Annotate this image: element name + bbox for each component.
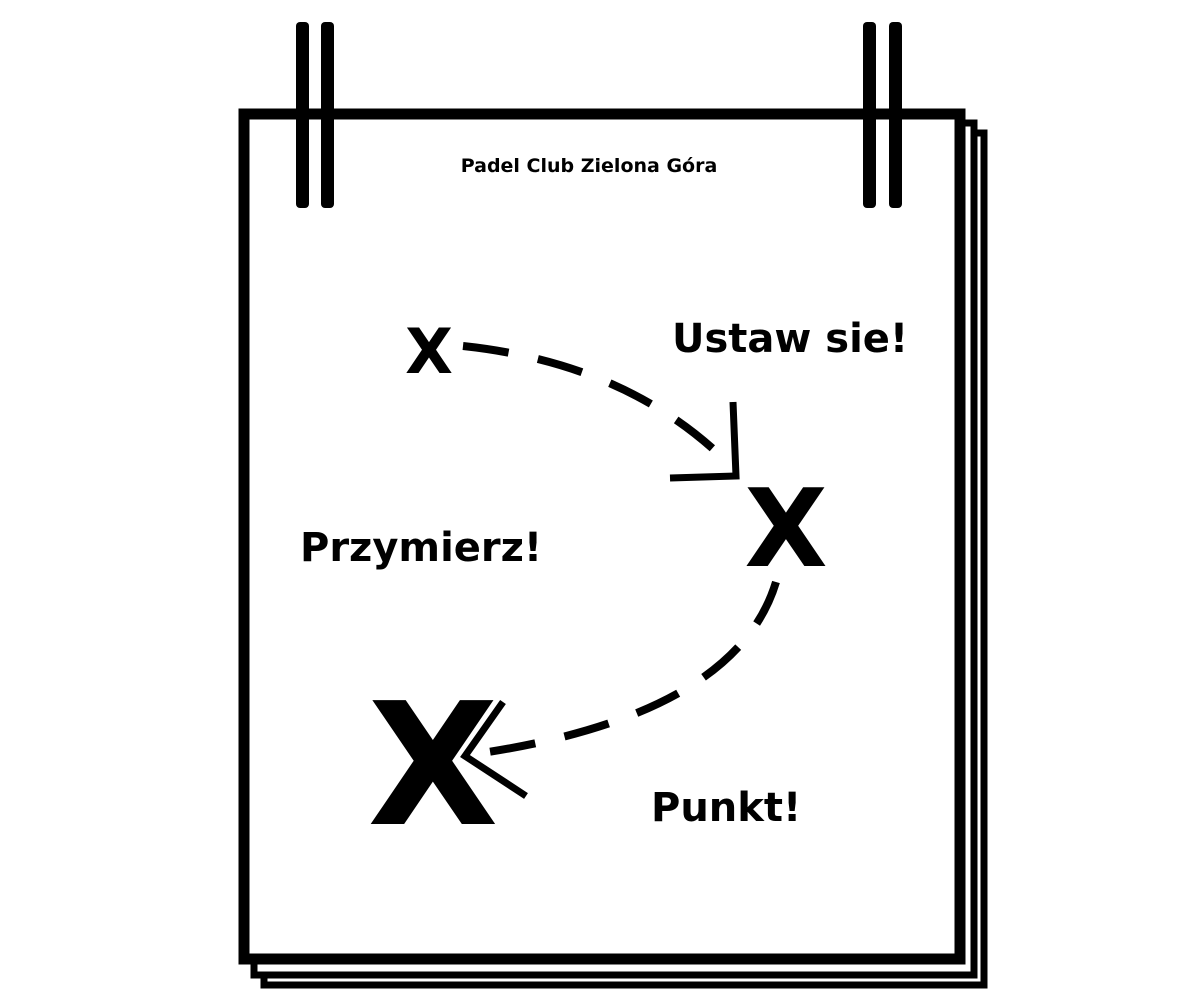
step-label-ustaw: Ustaw sie! [672, 316, 908, 362]
arrow-middle-to-final [460, 580, 780, 799]
front-page [238, 108, 966, 965]
step-label-przymierz: Przymierz! [300, 525, 542, 571]
start-position-x-mark: X [405, 315, 453, 388]
step-label-punkt: Punkt! [651, 785, 801, 831]
arrow-start-to-middle [462, 342, 740, 482]
club-title: Padel Club Zielona Góra [461, 155, 718, 177]
left-binder-clip [296, 22, 334, 208]
middle-position-x-mark: X [744, 467, 827, 592]
right-binder-clip [863, 22, 902, 208]
